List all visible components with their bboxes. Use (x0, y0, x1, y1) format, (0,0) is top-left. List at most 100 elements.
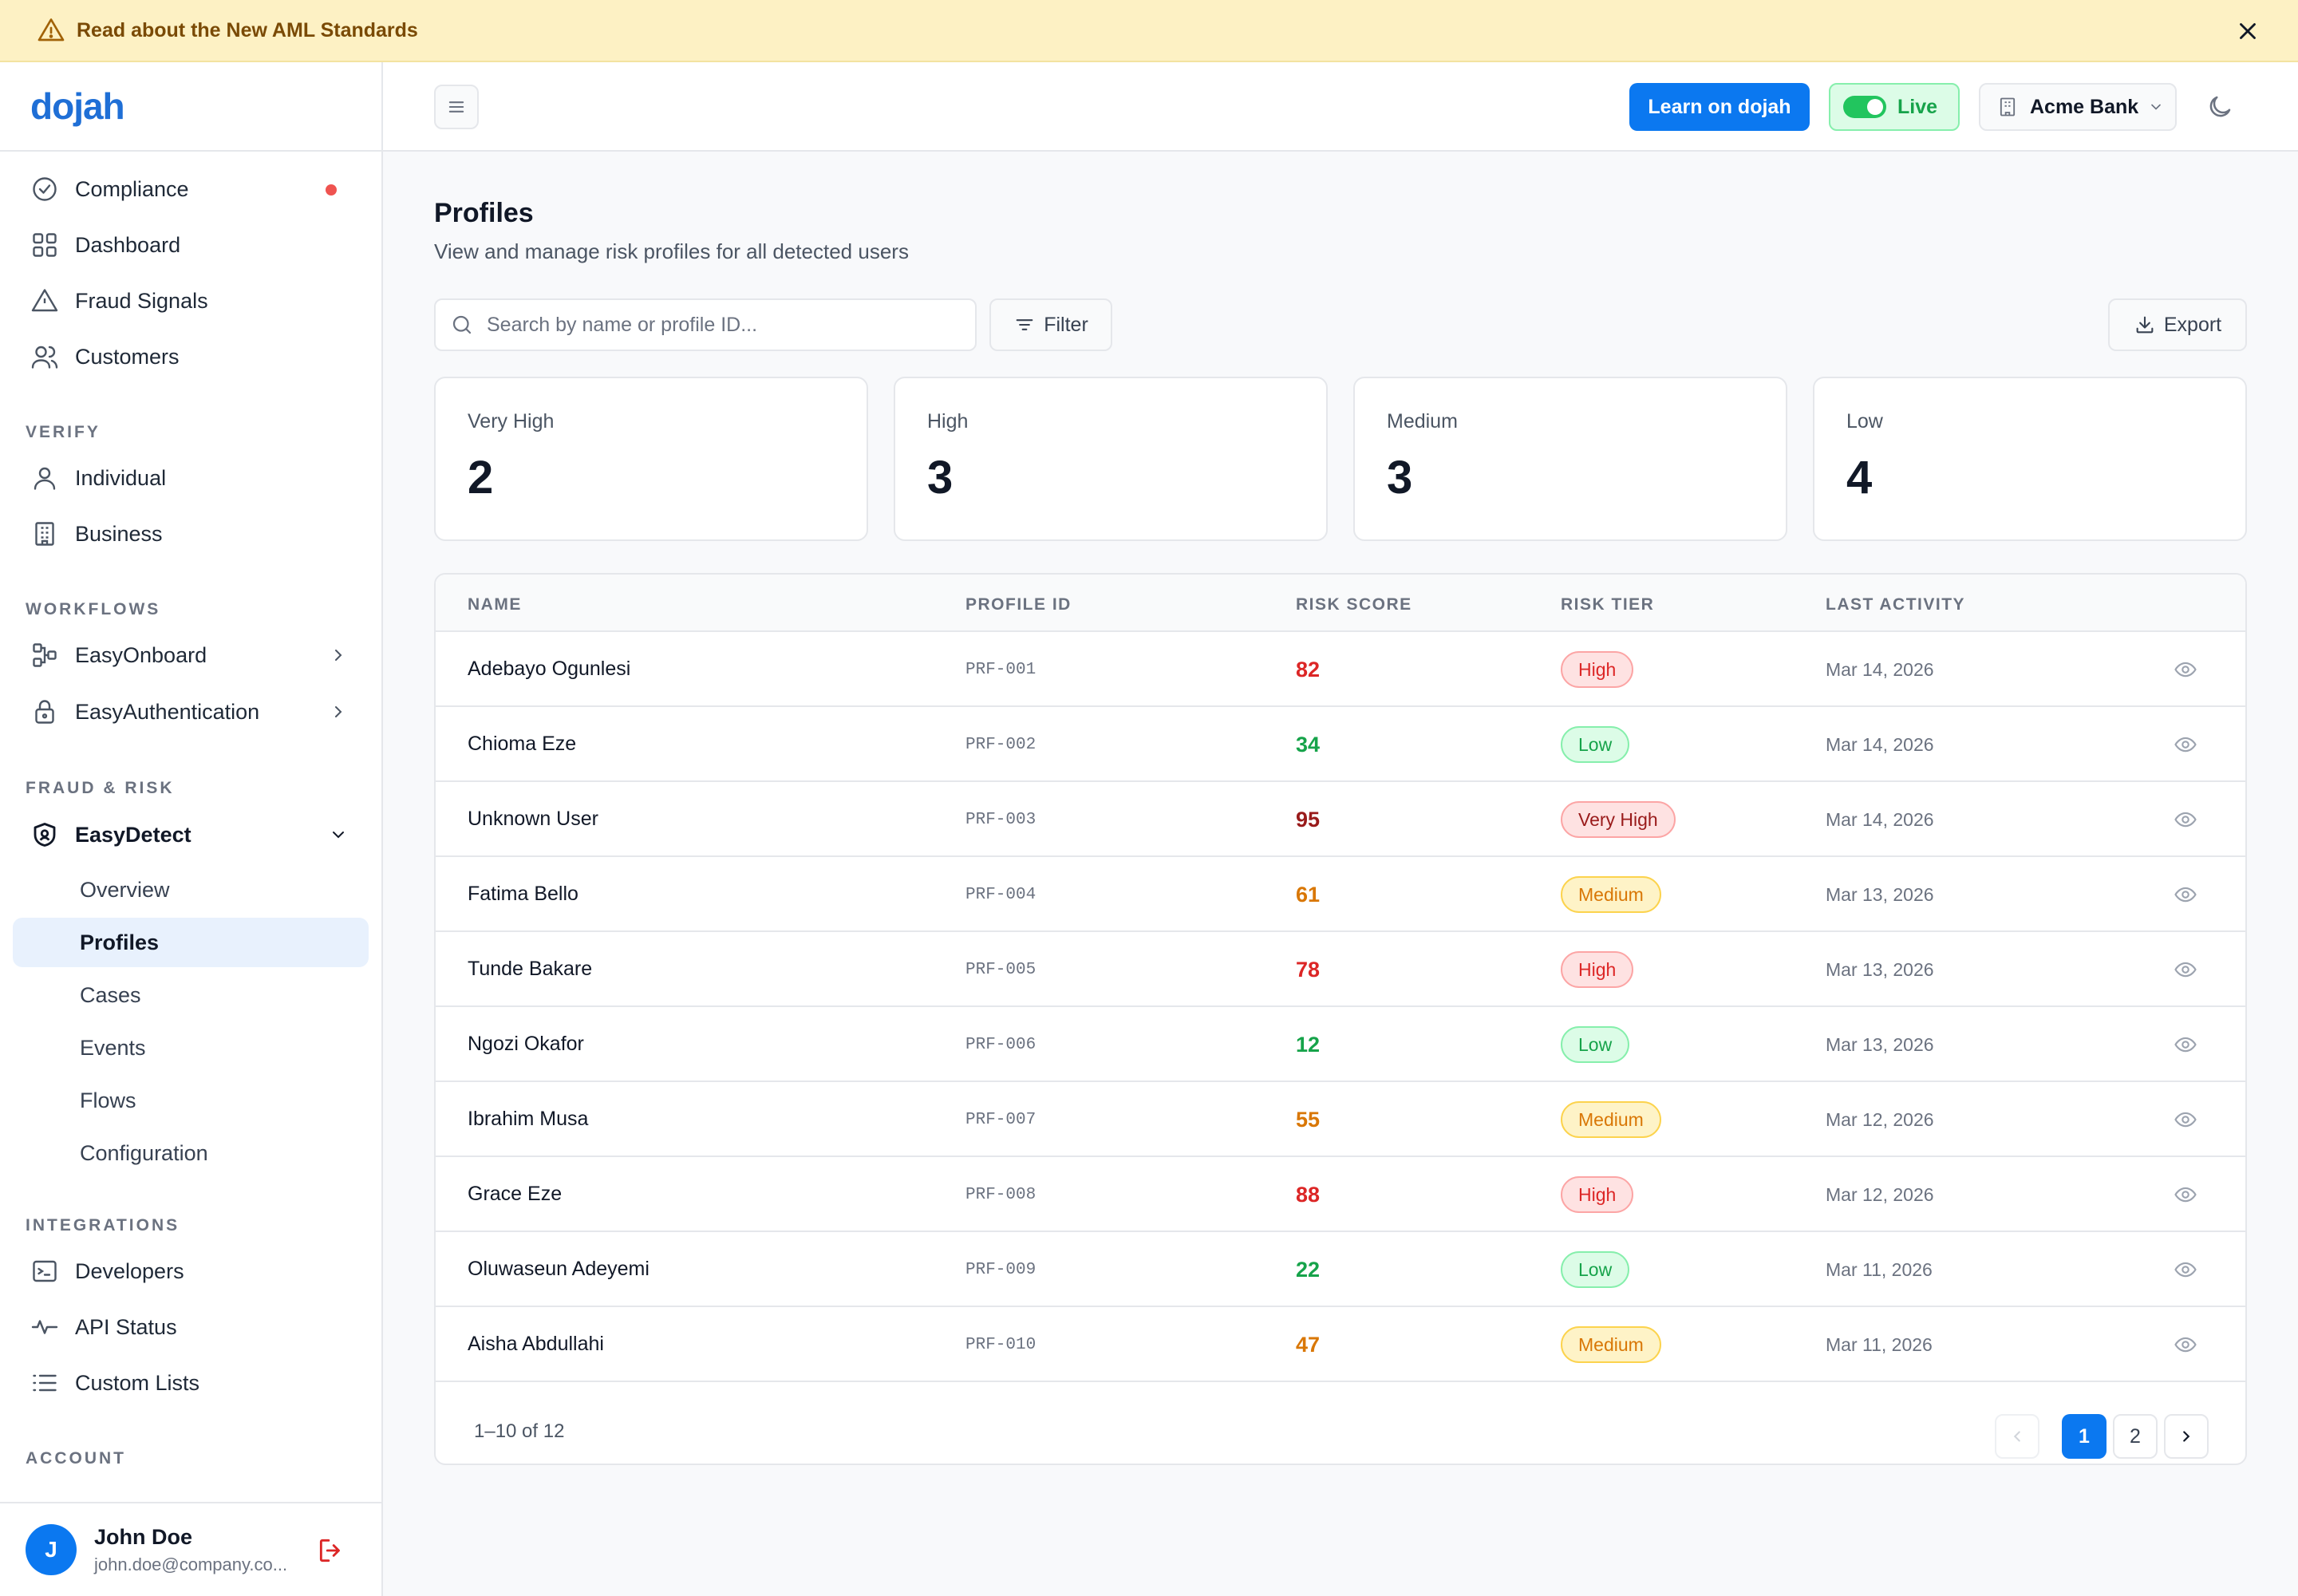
sidebar-item-label: Individual (75, 465, 167, 490)
profile-id: PRF-003 (965, 811, 1036, 829)
profile-name: Aisha Abdullahi (468, 1333, 604, 1355)
table-header: NAME PROFILE ID RISK SCORE RISK TIER LAS… (436, 575, 2245, 632)
export-label: Export (2163, 313, 2222, 336)
filter-button[interactable]: Filter (989, 298, 1112, 351)
sidebar-item-custom-lists[interactable]: Custom Lists (13, 1358, 369, 1408)
sidebar-item-developers[interactable]: Developers (13, 1246, 369, 1296)
table-row[interactable]: Tunde Bakare PRF-005 78 High Mar 13, 2026 (436, 932, 2245, 1007)
warning-icon (31, 289, 58, 312)
column-header-profile-id[interactable]: PROFILE ID (965, 595, 1072, 614)
eye-icon[interactable] (2172, 1108, 2199, 1132)
toggle-switch[interactable] (1843, 96, 1886, 118)
logo-text: dojah (30, 85, 125, 127)
pagination-next-button[interactable] (2164, 1414, 2209, 1459)
sidebar-item-fraud-signals[interactable]: Fraud Signals (13, 276, 369, 326)
avatar: J (26, 1524, 77, 1575)
sidebar-item-api-status[interactable]: API Status (13, 1302, 369, 1352)
user-profile[interactable]: J John Doe john.doe@company.co... (0, 1502, 381, 1596)
logout-icon[interactable] (316, 1535, 346, 1566)
table-row[interactable]: Fatima Bello PRF-004 61 Medium Mar 13, 2026 (436, 857, 2245, 932)
table-row[interactable]: Grace Eze PRF-008 88 High Mar 12, 2026 (436, 1157, 2245, 1232)
table-row[interactable]: Unknown User PRF-003 95 Very High Mar 14, 20… (436, 782, 2245, 857)
table-row[interactable]: Ibrahim Musa PRF-007 55 Medium Mar 12, 2026 (436, 1082, 2245, 1157)
eye-icon[interactable] (2172, 1033, 2199, 1057)
sidebar-item-individual[interactable]: Individual (13, 453, 369, 503)
last-activity: Mar 11, 2026 (1826, 1259, 1933, 1280)
stat-card-medium: Medium 3 (1353, 377, 1787, 541)
risk-score: 82 (1296, 658, 1321, 681)
column-header-risk-score[interactable]: RISK SCORE (1296, 595, 1412, 614)
profile-name: Grace Eze (468, 1183, 563, 1205)
table-row[interactable]: Aisha Abdullahi PRF-010 47 Medium Mar 11, 20… (436, 1307, 2245, 1382)
list-icon (33, 1374, 57, 1392)
live-mode-toggle[interactable]: Live (1829, 83, 1960, 131)
table-row[interactable]: Adebayo Ogunlesi PRF-001 82 High Mar 14, 202… (436, 632, 2245, 707)
sidebar-item-customers[interactable]: Customers (13, 332, 369, 381)
search-input[interactable] (487, 313, 934, 337)
sidebar-subitem-configuration[interactable]: Configuration (13, 1128, 369, 1178)
organization-selector[interactable]: Acme Bank (1979, 83, 2177, 131)
column-header-risk-tier[interactable]: RISK TIER (1561, 595, 1655, 614)
risk-tier-badge-medium: Medium (1561, 876, 1661, 913)
pagination-prev-button[interactable] (1995, 1414, 2039, 1459)
profiles-table: NAME PROFILE ID RISK SCORE RISK TIER LAS… (434, 573, 2247, 1465)
user-name: John Doe (94, 1524, 193, 1549)
chevron-right-icon (2183, 1431, 2190, 1442)
sidebar-item-compliance[interactable]: Compliance (13, 164, 369, 214)
profile-name: Ngozi Okafor (468, 1033, 584, 1055)
terminal-icon (33, 1260, 57, 1282)
learn-on-dojah-button[interactable]: Learn on dojah (1629, 83, 1810, 131)
banner-link[interactable]: Read about the New AML Standards (77, 18, 418, 41)
column-header-last-activity[interactable]: LAST ACTIVITY (1826, 595, 1966, 614)
sidebar-subitem-label: Profiles (80, 930, 160, 954)
sidebar-item-label: Dashboard (75, 232, 181, 257)
sidebar-item-easyauthentication[interactable]: EasyAuthentication (13, 687, 369, 737)
export-button[interactable]: Export (2108, 298, 2247, 351)
profile-name: Tunde Bakare (468, 958, 593, 980)
table-row[interactable]: Oluwaseun Adeyemi PRF-009 22 Low Mar 11, 202… (436, 1232, 2245, 1307)
risk-tier-badge-low: Low (1561, 1026, 1630, 1063)
sidebar-item-business[interactable]: Business (13, 509, 369, 559)
eye-icon[interactable] (2172, 1258, 2199, 1282)
risk-score: 22 (1296, 1258, 1321, 1282)
sidebar-subitem-flows[interactable]: Flows (13, 1076, 369, 1125)
eye-icon[interactable] (2172, 808, 2199, 832)
sidebar-subitem-events[interactable]: Events (13, 1023, 369, 1073)
column-header-name[interactable]: NAME (468, 595, 522, 614)
stat-card-low: Low 4 (1813, 377, 2247, 541)
eye-icon[interactable] (2172, 1333, 2199, 1357)
sidebar-subitem-overview[interactable]: Overview (13, 865, 369, 915)
organization-name: Acme Bank (2030, 95, 2139, 118)
sidebar-item-easyonboard[interactable]: EasyOnboard (13, 630, 369, 680)
table-row[interactable]: Chioma Eze PRF-002 34 Low Mar 14, 2026 (436, 707, 2245, 782)
sidebar-item-label: Custom Lists (75, 1370, 200, 1395)
eye-icon[interactable] (2172, 883, 2199, 907)
eye-icon[interactable] (2172, 658, 2199, 681)
table-row[interactable]: Ngozi Okafor PRF-006 12 Low Mar 13, 2026 (436, 1007, 2245, 1082)
moon-icon[interactable] (2205, 93, 2234, 121)
pagination-page-2[interactable]: 2 (2113, 1414, 2158, 1459)
pagination-page-1[interactable]: 1 (2062, 1414, 2106, 1459)
eye-icon[interactable] (2172, 1183, 2199, 1207)
logo[interactable]: dojah (0, 62, 381, 152)
close-icon[interactable] (2234, 18, 2261, 45)
risk-tier-badge-medium: Medium (1561, 1326, 1661, 1363)
sidebar-nav: Compliance Dashboard Fraud Signals Custo… (0, 152, 381, 1524)
announcement-banner: Read about the New AML Standards (0, 0, 2298, 62)
profile-id: PRF-007 (965, 1111, 1036, 1129)
profile-name: Chioma Eze (468, 733, 577, 755)
risk-tier-badge-high: High (1561, 1176, 1634, 1213)
eye-icon[interactable] (2172, 958, 2199, 982)
last-activity: Mar 14, 2026 (1826, 734, 1934, 755)
page-title: Profiles (434, 198, 534, 228)
eye-icon[interactable] (2172, 733, 2199, 757)
sidebar-subitem-cases[interactable]: Cases (13, 970, 369, 1020)
sidebar-item-easydetect[interactable]: EasyDetect (13, 810, 369, 859)
menu-toggle-button[interactable] (434, 85, 479, 129)
sidebar-item-dashboard[interactable]: Dashboard (13, 220, 369, 270)
sidebar-subitem-profiles[interactable]: Profiles (13, 918, 369, 967)
search-box[interactable] (434, 298, 977, 351)
last-activity: Mar 11, 2026 (1826, 1334, 1933, 1355)
risk-tier-badge-very-high: Very High (1561, 801, 1676, 838)
sidebar-item-label: API Status (75, 1314, 177, 1339)
